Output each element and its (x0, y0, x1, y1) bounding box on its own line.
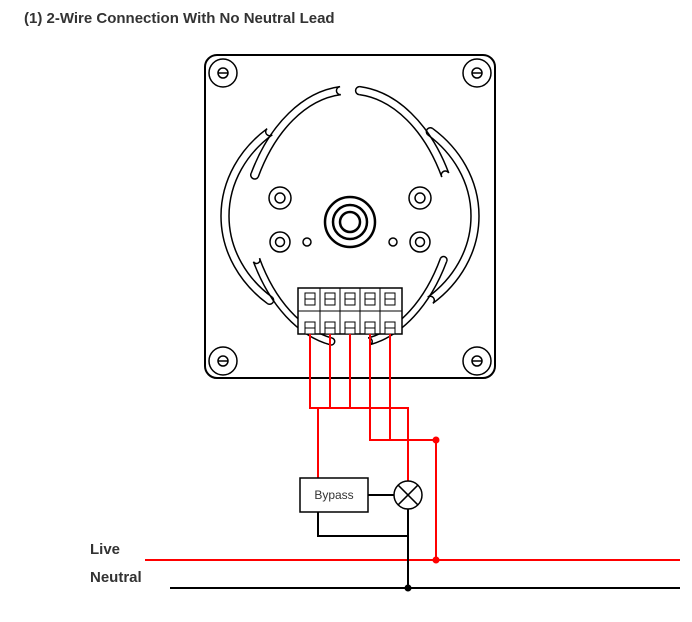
tiny-hole (389, 238, 397, 246)
tiny-hole (303, 238, 311, 246)
neutral-label: Neutral (90, 569, 142, 586)
junction-dot (405, 585, 412, 592)
bypass-label: Bypass (314, 488, 353, 502)
junction-dot (433, 557, 440, 564)
wiring-diagram: Live Neutral Bypass (0, 0, 692, 622)
device-module (205, 55, 495, 378)
page-title: (1) 2-Wire Connection With No Neutral Le… (24, 10, 335, 27)
live-label: Live (90, 541, 120, 558)
junction-dot (433, 437, 440, 444)
neutral-wires (318, 509, 408, 588)
